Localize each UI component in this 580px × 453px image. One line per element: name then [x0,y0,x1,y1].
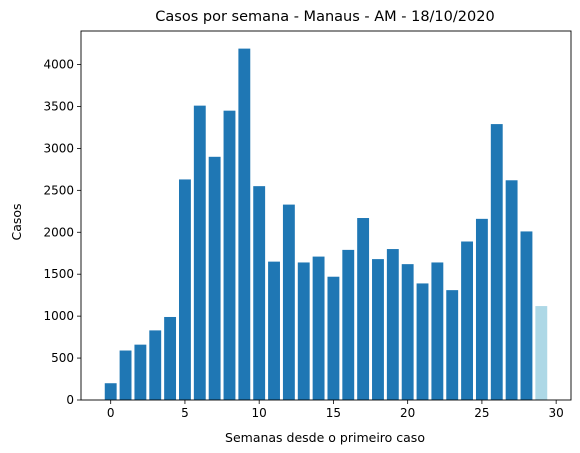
bar-week-24 [461,241,473,400]
bar-week-0 [104,383,117,400]
x-tick-label: 25 [474,406,489,420]
y-tick-label: 4000 [43,58,74,72]
x-axis-ticks: 0 5 10 15 20 25 30 [107,400,564,420]
bar-week-23 [446,290,459,400]
y-tick-label: 0 [66,393,74,407]
bar-week-27 [505,180,518,400]
bar-week-26 [490,124,503,400]
y-tick-label: 1500 [43,267,74,281]
bar-week-14 [312,256,325,400]
y-tick-label: 1000 [43,309,74,323]
bar-week-8 [223,110,236,401]
chart-title: Casos por semana - Manaus - AM - 18/10/2… [155,9,494,25]
bar-week-4 [164,316,177,400]
x-tick-label: 20 [400,406,415,420]
bar-week-16 [342,249,355,400]
x-axis-label: Semanas desde o primeiro caso [225,430,425,445]
bar-week-20 [401,264,414,400]
bar-week-6 [193,105,206,400]
x-tick-label: 5 [181,406,189,420]
bar-week-9 [238,48,251,401]
bar-week-21 [416,283,429,400]
plot-frame [80,30,572,401]
bar-week-5 [179,179,191,400]
bar-week-29 [535,306,548,400]
x-tick-label: 30 [549,406,564,420]
bar-week-25 [475,218,488,400]
bar-week-7 [208,156,221,400]
x-tick-label: 10 [252,406,267,420]
bar-week-3 [149,330,162,400]
bar-week-22 [431,262,444,400]
bar-week-13 [297,262,310,400]
y-tick-label: 3000 [43,141,74,155]
bar-week-10 [253,186,266,400]
y-tick-label: 3500 [43,99,74,113]
y-tick-label: 500 [51,351,74,365]
bar-week-12 [282,204,295,400]
y-axis-ticks: 0 500 1000 1500 2000 2500 3000 3500 4000 [43,58,81,407]
bars-group [104,48,548,401]
y-axis-label: Casos [9,203,24,240]
bar-week-28 [520,231,533,400]
bar-week-11 [268,261,280,401]
bar-week-18 [372,259,384,400]
x-tick-label: 0 [107,406,115,420]
bar-week-17 [357,218,370,400]
bar-week-1 [119,350,132,400]
y-tick-label: 2500 [43,183,74,197]
y-tick-label: 2000 [43,225,74,239]
bar-week-19 [386,249,399,400]
x-tick-label: 15 [326,406,341,420]
bar-week-15 [327,276,340,400]
bar-week-2 [134,344,147,400]
